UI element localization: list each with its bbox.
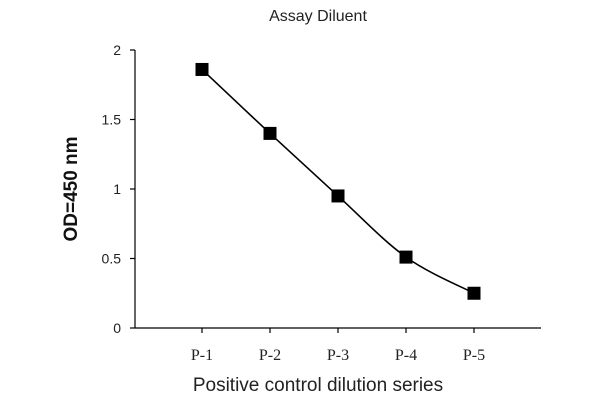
x-tick-label: P-1 xyxy=(191,347,213,364)
x-tick-label: P-3 xyxy=(327,347,349,364)
data-point-marker xyxy=(263,126,277,140)
x-tick-label: P-4 xyxy=(395,347,417,364)
y-ticks: 0 0.5 1 1.5 2 xyxy=(102,42,135,336)
data-point-marker xyxy=(331,189,345,203)
y-tick-label: 0 xyxy=(113,320,121,336)
y-tick-label: 1 xyxy=(113,181,121,197)
chart-title: Assay Diluent xyxy=(269,8,367,25)
y-tick-label: 2 xyxy=(113,42,121,58)
x-ticks: P-1 P-2 P-3 P-4 P-5 xyxy=(191,328,485,364)
x-tick-label: P-5 xyxy=(463,347,485,364)
series-line xyxy=(201,68,475,294)
y-tick-label: 1.5 xyxy=(102,112,122,128)
x-axis-label: Positive control dilution series xyxy=(193,375,443,396)
y-tick-label: 0.5 xyxy=(102,251,122,267)
x-tick-label: P-2 xyxy=(259,347,281,364)
data-point-marker xyxy=(195,62,209,76)
data-point-marker xyxy=(467,286,481,300)
y-axis-label: OD=450 nm xyxy=(61,136,82,241)
data-point-marker xyxy=(399,250,413,264)
series xyxy=(195,62,481,300)
